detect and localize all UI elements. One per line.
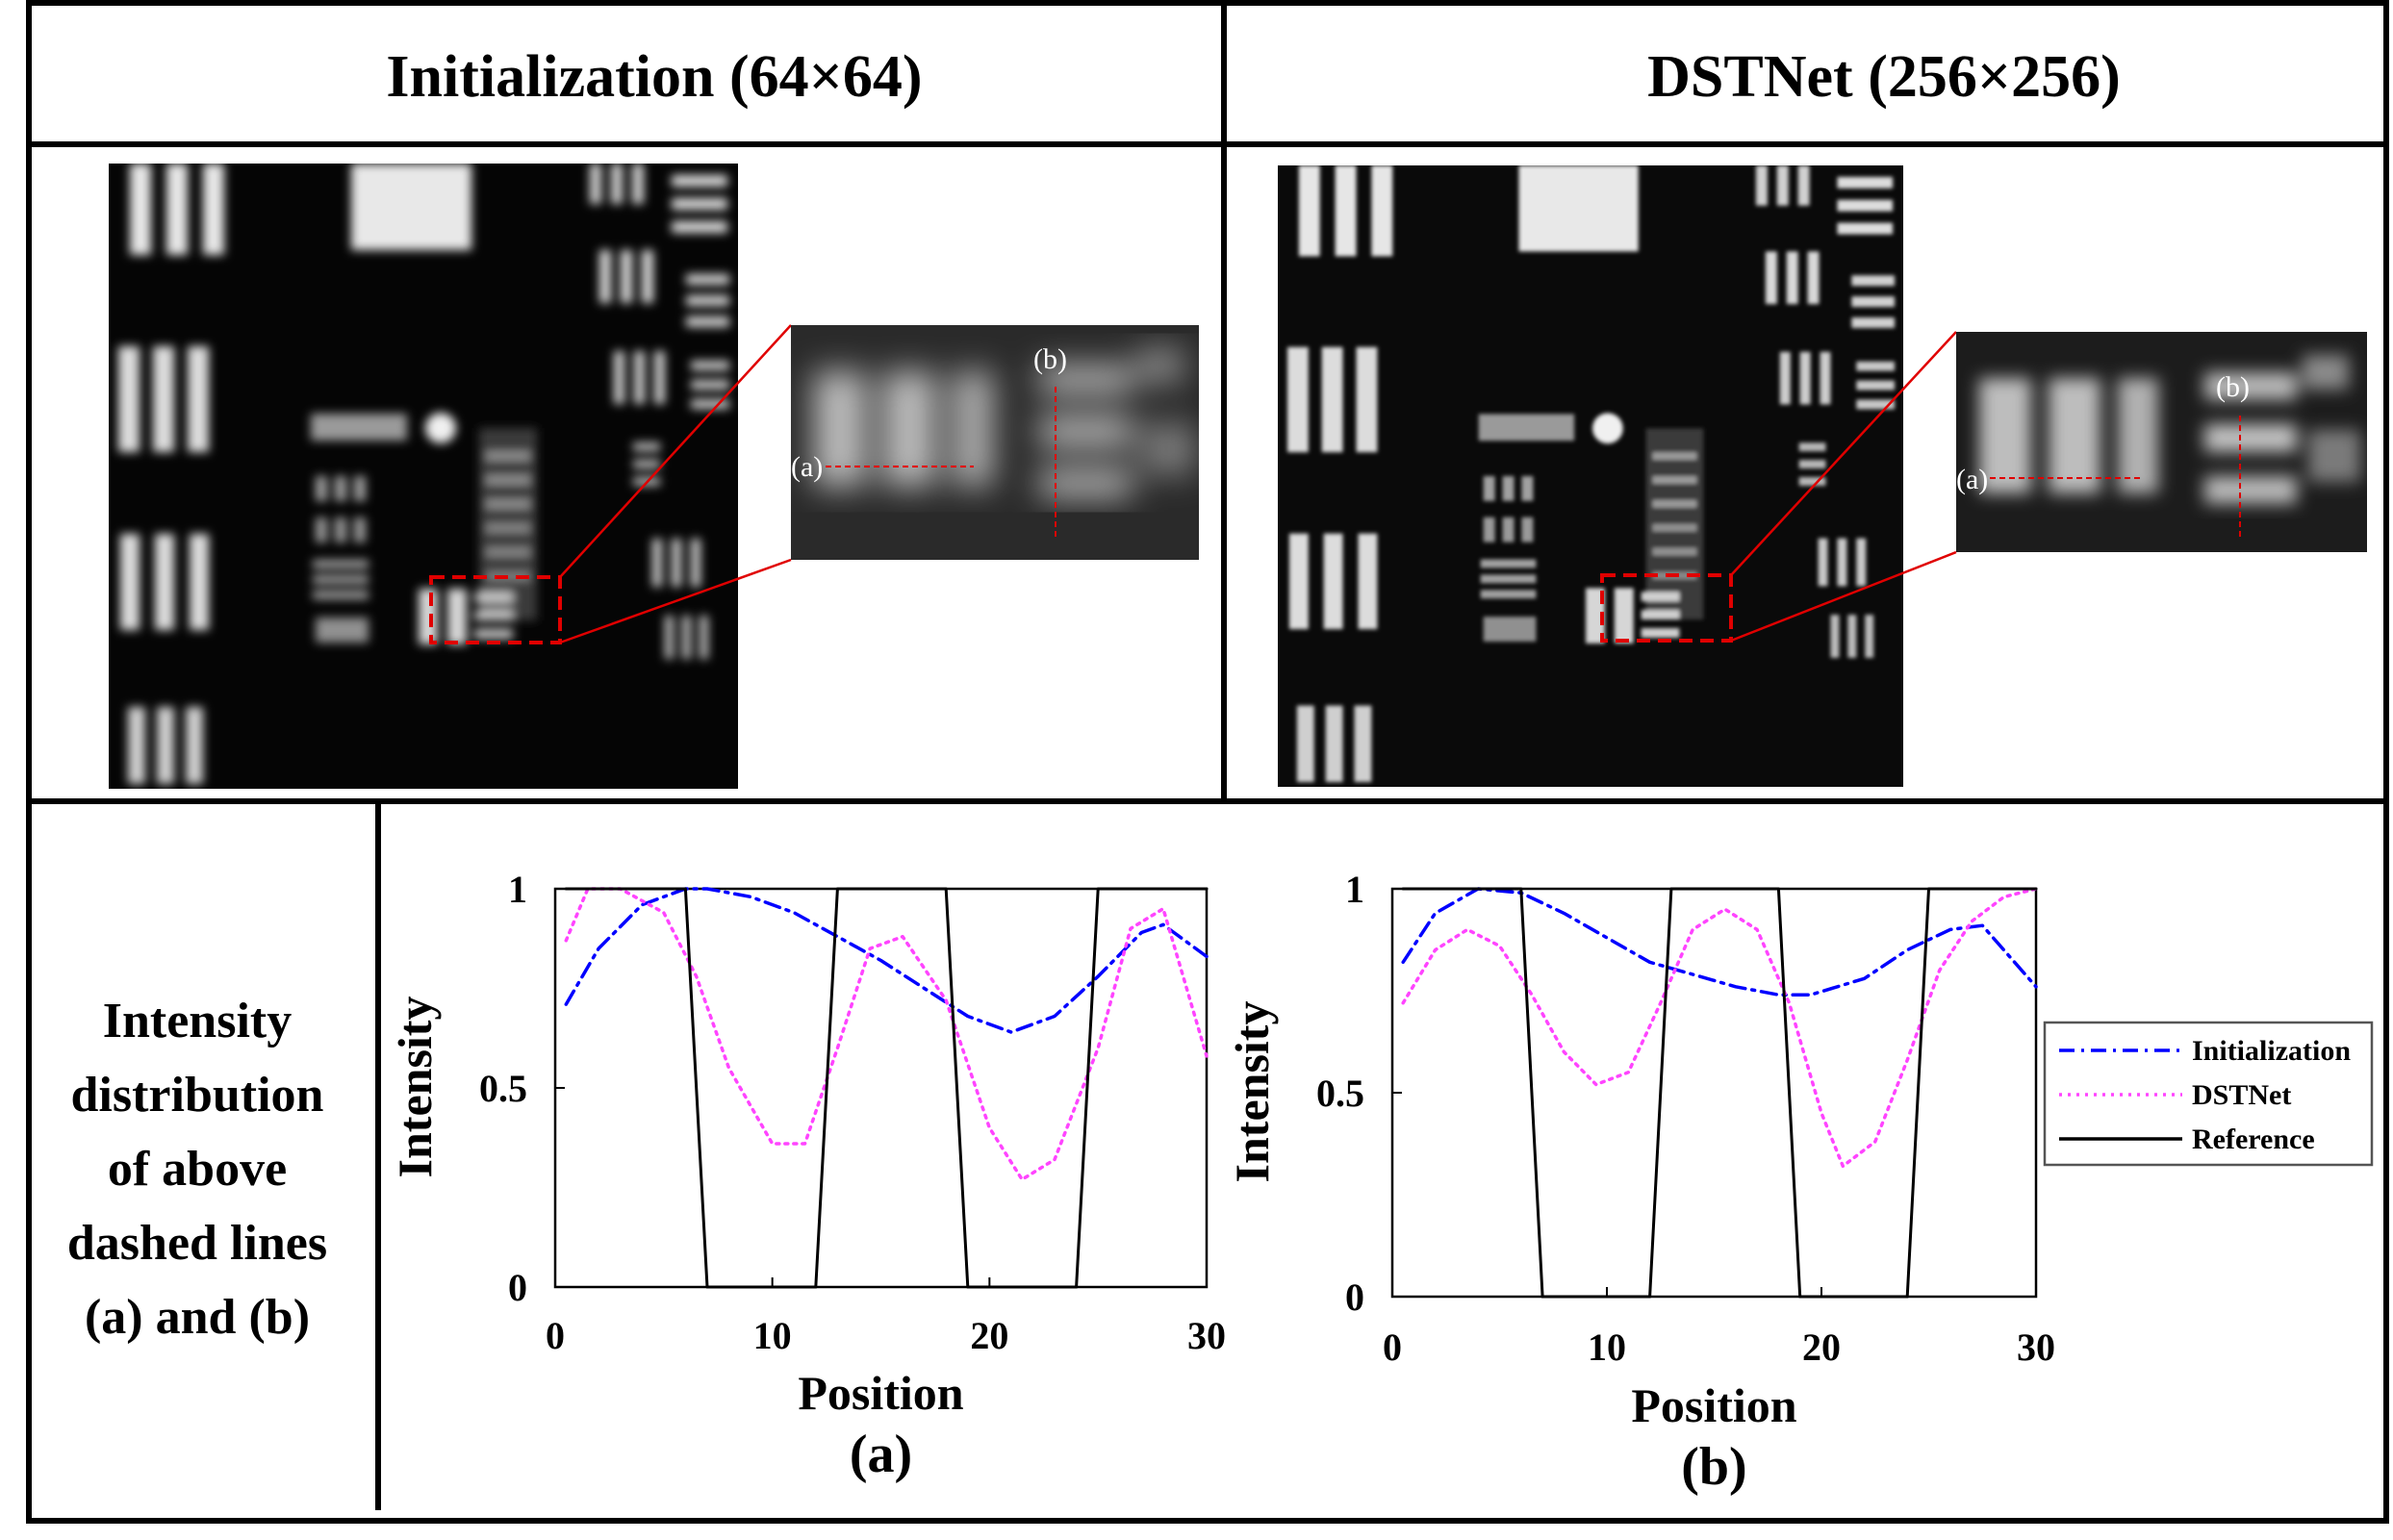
zoom-connector-top [559, 324, 792, 578]
x-tick-label: 20 [1802, 1325, 1841, 1369]
y-tick-label: 0.5 [1316, 1072, 1364, 1115]
row-label-line-1: Intensity [103, 994, 292, 1048]
y-axis-label: Intensity [388, 997, 442, 1178]
legend-box [2043, 1021, 2374, 1167]
x-tick-label: 10 [753, 1314, 792, 1357]
x-tick-label: 0 [546, 1314, 565, 1357]
legend-label-initialization: Initialization [2192, 1035, 2351, 1067]
series-reference-line [1401, 887, 2038, 1299]
y-tick-label: 0.5 [479, 1067, 527, 1110]
zoom-label-b-dstnet: (b) [2216, 371, 2250, 403]
y-tick-label: 1 [1345, 868, 1364, 911]
row-label-line-5: (a) and (b) [85, 1290, 310, 1345]
legend: Initialization DSTNet Reference [2043, 1021, 2374, 1167]
legend-label-reference: Reference [2192, 1123, 2315, 1155]
header-dstnet: DSTNet (256×256) [1647, 44, 2121, 110]
zoom-inset-initialization [791, 325, 1199, 560]
chart-caption: (a) [850, 1425, 912, 1484]
initialization-image [109, 164, 738, 789]
row-label-line-2: distribution [71, 1068, 324, 1123]
series-initialization-line [1401, 887, 2038, 997]
chart-caption: (b) [1681, 1437, 1746, 1497]
zoom-connector-bottom [559, 558, 792, 644]
zoom-box-initialization [429, 575, 562, 644]
row-label: Intensity distribution of above dashed l… [67, 994, 327, 1345]
zoom-connector-bottom-dstnet [1730, 550, 1957, 643]
figure-border [26, 0, 2389, 1524]
y-tick-label: 0 [508, 1266, 527, 1309]
zoom-inset-dstnet [1956, 332, 2367, 552]
intensity-chart-b: 0 10 20 30 0 0.5 1 Position Intensity (b) [1225, 868, 2055, 1497]
series-reference-line [564, 887, 1209, 1289]
plot-frame [553, 887, 1209, 1289]
zoom-label-a-initialization: (a) [791, 451, 823, 483]
y-tick-label: 0 [1345, 1275, 1364, 1319]
plot-frame [1390, 887, 2038, 1299]
intensity-chart-a: 0 10 20 30 0 0.5 1 Position Intensity (a) [388, 868, 1226, 1484]
y-tick-label: 1 [508, 868, 527, 911]
zoom-label-a-dstnet: (a) [1956, 464, 1988, 495]
x-axis-label: Position [798, 1366, 963, 1420]
dstnet-image [1278, 164, 1903, 788]
zoom-connector-top-dstnet [1730, 331, 1957, 576]
x-tick-label: 0 [1383, 1325, 1402, 1369]
x-tick-label: 10 [1588, 1325, 1626, 1369]
zoom-label-b-initialization: (b) [1033, 343, 1067, 375]
x-tick-label: 30 [2017, 1325, 2055, 1369]
x-axis-label: Position [1631, 1378, 1796, 1432]
header-initialization: Initialization (64×64) [386, 44, 922, 110]
series-initialization-line [564, 887, 1209, 1034]
series-dstnet-line [564, 887, 1209, 1181]
y-axis-label: Intensity [1225, 1001, 1279, 1183]
series-dstnet-line [1401, 887, 2038, 1169]
row-label-line-4: dashed lines [67, 1216, 327, 1271]
x-tick-label: 20 [970, 1314, 1008, 1357]
x-tick-label: 30 [1187, 1314, 1226, 1357]
row-label-line-3: of above [108, 1142, 287, 1197]
zoom-box-dstnet [1600, 573, 1733, 643]
legend-label-dstnet: DSTNet [2192, 1079, 2291, 1111]
